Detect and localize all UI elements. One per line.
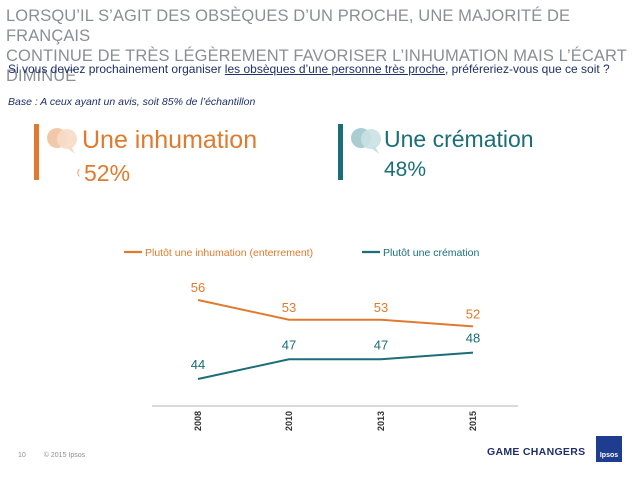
logo-text: Ipsos: [599, 452, 619, 459]
survey-question: Si vous deviez prochainement organiser l…: [8, 62, 618, 77]
inhumation-mark: (: [77, 168, 80, 177]
page-number: 10: [18, 452, 26, 459]
ipsos-logo: Ipsos: [596, 436, 622, 462]
speech-bubbles-icon: [47, 128, 77, 154]
data-label: 52: [466, 306, 480, 321]
question-suffix: , préféreriez-vous que ce soit ?: [444, 62, 610, 76]
legend-label: Plutôt une inhumation (enterrement): [145, 247, 313, 259]
legend-label: Plutôt une crémation: [383, 247, 479, 259]
cremation-percent: 48%: [384, 158, 427, 181]
data-label: 53: [282, 300, 296, 315]
trend-line-chart: Plutôt une inhumation (enterrement) Plutô…: [124, 247, 518, 431]
x-tick-label: 2013: [376, 411, 386, 431]
x-tick-label: 2015: [468, 411, 478, 431]
data-label: 56: [191, 280, 205, 295]
x-tick-label: 2008: [193, 411, 203, 431]
data-label: 44: [191, 357, 205, 372]
title-line-1: LORSQU’IL S’AGIT DES OBSÈQUES D’UN PROCH…: [6, 7, 571, 45]
question-prefix: Si vous deviez prochainement organiser: [8, 62, 225, 76]
cremation-label: Une crémation: [384, 126, 534, 152]
data-label: 47: [374, 337, 388, 352]
page-title: LORSQU’IL S’AGIT DES OBSÈQUES D’UN PROCH…: [6, 6, 632, 86]
brand-tagline: GAME CHANGERS: [487, 446, 586, 458]
title-line-2: CONTINUE DE TRÈS LÉGÈREMENT FAVORISER L’…: [6, 47, 627, 85]
cremation-accent-bar: [338, 124, 343, 180]
data-label: 47: [282, 337, 296, 352]
data-label: 48: [466, 331, 480, 346]
data-label: 53: [374, 300, 388, 315]
inhumation-accent-bar: [34, 124, 39, 180]
series-line: [197, 299, 474, 328]
speech-bubbles-icon: [351, 128, 381, 154]
inhumation-label: Une inhumation: [82, 126, 258, 154]
series-line: [197, 351, 474, 380]
footer-info: 10 © 2015 Ipsos: [18, 452, 103, 459]
question-underlined: les obsèques d’une personne très proche: [224, 62, 445, 76]
copyright: © 2015 Ipsos: [43, 452, 86, 459]
sample-base-note: Base : A ceux ayant un avis, soit 85% de…: [8, 96, 256, 108]
inhumation-percent: 52%: [84, 160, 131, 186]
x-tick-label: 2010: [284, 411, 294, 431]
